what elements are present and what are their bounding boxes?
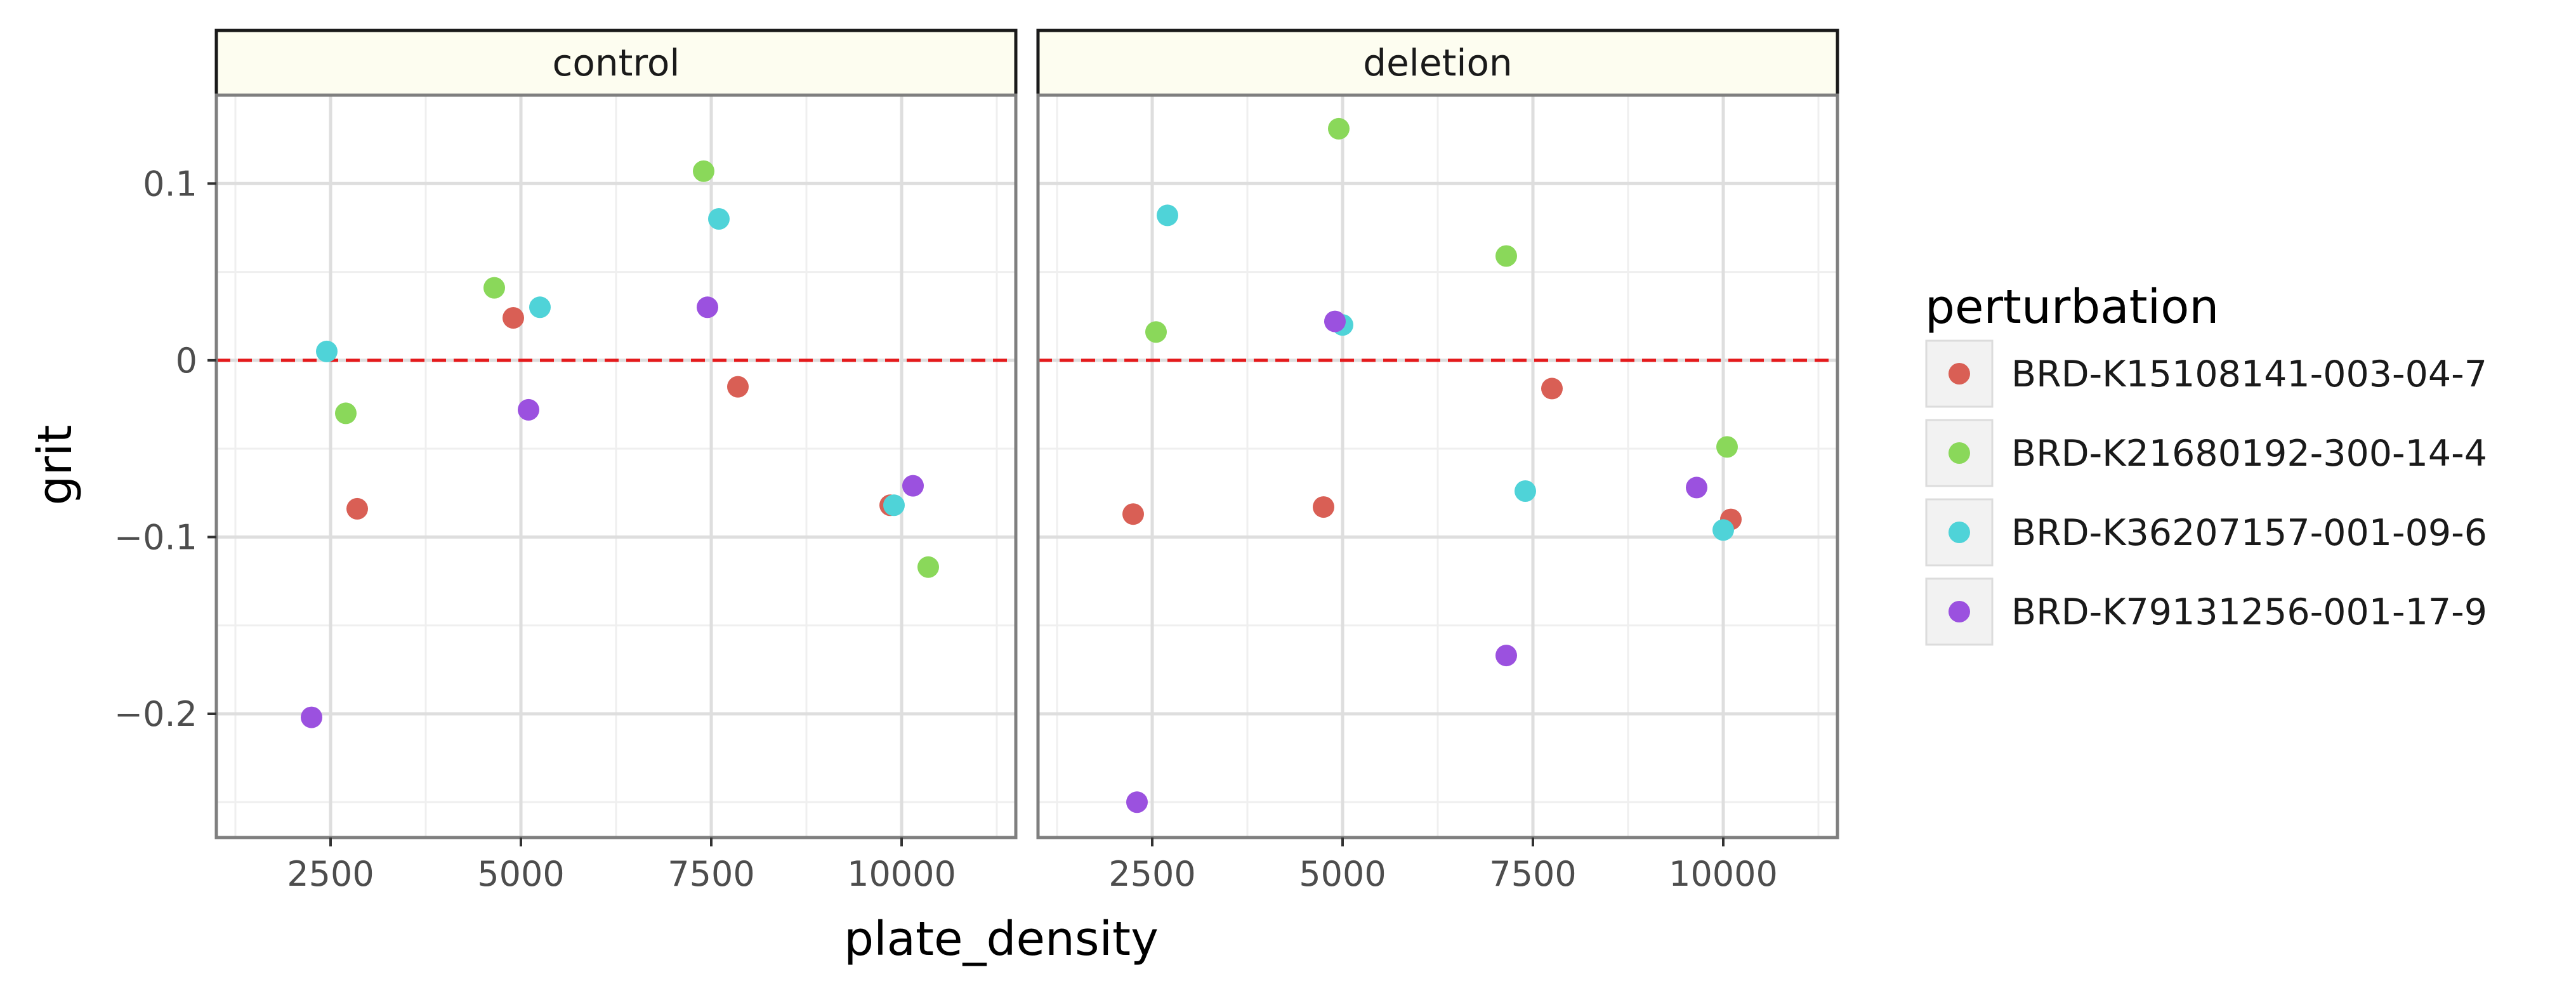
data-point [883, 494, 905, 516]
series-points [335, 160, 939, 578]
x-axis: 2500 5000 7500 10000 2500 5000 7500 10000 [287, 838, 1778, 894]
legend-entry: BRD-K36207157-001-09-6 [1925, 498, 2487, 567]
series-points [1126, 310, 1707, 813]
series-points [301, 296, 924, 728]
data-point [316, 340, 338, 362]
y-tick-label: 0 [176, 341, 197, 381]
strip-label: control [552, 41, 680, 84]
panels: control deletion [214, 29, 1839, 839]
data-point [693, 160, 714, 182]
x-tick-label: 10000 [847, 854, 956, 894]
x-tick-label: 5000 [1299, 854, 1386, 894]
y-tick-label: −0.1 [114, 517, 197, 557]
strip-box [214, 29, 1018, 97]
legend-marker [1948, 601, 1970, 622]
y-axis: 0.1 0 −0.1 −0.2 [114, 164, 216, 734]
data-point [1515, 480, 1536, 502]
data-point [1495, 645, 1517, 667]
panel-control: control [214, 29, 1018, 839]
series-points [316, 208, 905, 516]
data-point [346, 497, 368, 520]
series-points [1145, 117, 1738, 458]
strip-label: deletion [1363, 41, 1512, 84]
data-point [902, 475, 924, 497]
data-point [1328, 117, 1350, 140]
legend-entry: BRD-K79131256-001-17-9 [1925, 577, 2487, 646]
x-tick-label: 7500 [667, 854, 754, 894]
data-point [503, 307, 524, 329]
data-point [529, 296, 551, 319]
data-point [1712, 519, 1734, 541]
legend-label: BRD-K79131256-001-17-9 [2011, 591, 2487, 633]
data-point [1541, 378, 1563, 400]
data-point [1324, 310, 1346, 332]
panel-border [214, 93, 1018, 839]
y-tick-label: −0.2 [114, 694, 197, 734]
x-axis-title: plate_density [844, 912, 1159, 966]
y-axis-title: grit [28, 425, 82, 506]
legend-marker [1948, 442, 1970, 464]
panel-deletion: deletion [1036, 29, 1839, 839]
data-point [483, 277, 505, 299]
x-tick-label: 7500 [1489, 854, 1576, 894]
strip-box [1036, 29, 1839, 97]
legend-marker [1948, 363, 1970, 385]
data-point [1495, 245, 1517, 267]
legend-label: BRD-K21680192-300-14-4 [2011, 433, 2487, 475]
data-point [301, 706, 322, 728]
x-tick-label: 10000 [1669, 854, 1778, 894]
data-point [697, 296, 718, 319]
legend-title: perturbation [1925, 280, 2219, 334]
data-point [1126, 791, 1148, 813]
data-point [1157, 204, 1178, 227]
legend: perturbation BRD-K15108141-003-04-7 BRD-K… [1925, 280, 2487, 646]
data-point [1145, 321, 1167, 343]
x-tick-label: 2500 [1108, 854, 1195, 894]
data-point [727, 376, 749, 398]
legend-marker [1948, 522, 1970, 543]
x-tick-label: 2500 [287, 854, 374, 894]
data-point [335, 402, 357, 424]
legend-entry: BRD-K15108141-003-04-7 [1925, 339, 2487, 408]
data-point [1716, 436, 1738, 458]
panel-border [1036, 93, 1839, 839]
data-point [1686, 477, 1707, 499]
data-point [917, 556, 939, 578]
y-tick-label: 0.1 [143, 164, 197, 204]
data-point [1122, 503, 1144, 525]
data-point [1313, 496, 1334, 518]
legend-entry: BRD-K21680192-300-14-4 [1925, 419, 2487, 487]
data-point [518, 398, 539, 421]
legend-label: BRD-K15108141-003-04-7 [2011, 353, 2487, 395]
legend-label: BRD-K36207157-001-09-6 [2011, 512, 2487, 554]
data-point [708, 208, 730, 230]
x-tick-label: 5000 [477, 854, 564, 894]
